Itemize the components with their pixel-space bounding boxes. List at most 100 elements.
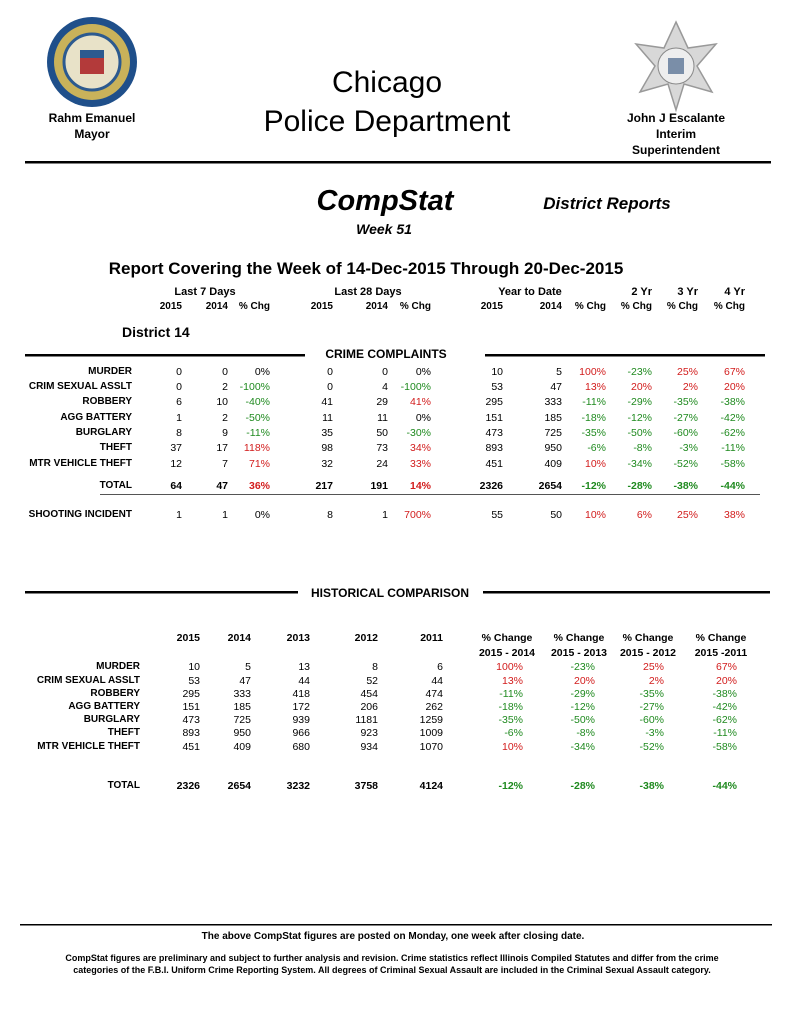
group-header: Year to Date <box>498 285 562 298</box>
cell: 67% <box>723 365 745 378</box>
cell: 6 <box>437 660 443 673</box>
cell: 98 <box>321 441 333 454</box>
sub-header: 2014 <box>365 301 388 312</box>
cell: 191 <box>370 479 388 492</box>
cell: 47 <box>239 674 251 687</box>
cell: -50% <box>627 426 652 439</box>
cell: 20% <box>630 380 652 393</box>
col-header: 2015 - 2012 <box>619 646 677 659</box>
cell: 25% <box>676 508 698 521</box>
cell: 0% <box>254 508 270 521</box>
cell: 33% <box>409 457 431 470</box>
cell: 966 <box>292 726 310 739</box>
sub-header: % Chg <box>574 301 606 312</box>
sub-header: 2014 <box>539 301 562 312</box>
total-rule <box>100 494 760 495</box>
row-label: THEFT <box>99 442 132 453</box>
col-header: % Change <box>481 631 533 644</box>
cell: 29 <box>376 395 388 408</box>
cell: -100% <box>239 380 270 393</box>
cell: -8% <box>633 441 652 454</box>
cell: -44% <box>720 479 745 492</box>
cell: 151 <box>485 411 503 424</box>
sub-header: % Chg <box>666 301 698 312</box>
cell: 0% <box>415 411 431 424</box>
cell: 41 <box>321 395 333 408</box>
cell: 217 <box>315 479 333 492</box>
cell: 2% <box>648 674 664 687</box>
cell: 2654 <box>227 779 251 792</box>
cell: 13% <box>501 674 523 687</box>
cell: 295 <box>485 395 503 408</box>
cell: -11% <box>246 426 270 439</box>
row-label: BURGLARY <box>83 714 140 725</box>
col-header: 2015 - 2013 <box>550 646 608 659</box>
section-title: CRIME COMPLAINTS <box>325 347 447 361</box>
supt-title: Interim <box>655 127 697 141</box>
cell: 950 <box>544 441 562 454</box>
cell: 2 <box>222 411 228 424</box>
cell: 25% <box>676 365 698 378</box>
sub-header: 2014 <box>205 301 228 312</box>
cell: -38% <box>639 779 664 792</box>
cell: 44 <box>298 674 310 687</box>
cell: 10 <box>188 660 200 673</box>
report-title: Report Covering the Week of 14-Dec-2015 … <box>108 258 624 278</box>
col-header: 2012 <box>354 631 378 644</box>
cell: -38% <box>712 687 737 700</box>
row-label: ROBBERY <box>82 396 132 407</box>
row-label: CRIM SEXUAL ASSLT <box>36 675 140 686</box>
cell: -28% <box>570 779 595 792</box>
cell: -62% <box>712 713 737 726</box>
cell: 13% <box>584 380 606 393</box>
footer-note: CompStat figures are preliminary and sub… <box>65 952 719 963</box>
cell: 0 <box>222 365 228 378</box>
cell: -58% <box>712 740 737 753</box>
cell: -11% <box>582 395 606 408</box>
cell: 6% <box>636 508 652 521</box>
cell: 1 <box>176 508 182 521</box>
city-seal <box>47 17 137 107</box>
cell: -50% <box>245 411 270 424</box>
cell: 5 <box>245 660 251 673</box>
cell: -27% <box>673 411 698 424</box>
sub-header: % Chg <box>238 301 270 312</box>
district: District 14 <box>122 324 190 340</box>
cell: 333 <box>544 395 562 408</box>
cell: 451 <box>182 740 200 753</box>
cell: 50 <box>550 508 562 521</box>
cell: -100% <box>400 380 431 393</box>
section-rule <box>25 354 305 357</box>
cell: -60% <box>673 426 698 439</box>
cell: 0 <box>382 365 388 378</box>
row-label: MTR VEHICLE THEFT <box>29 458 132 469</box>
cell: -40% <box>245 395 270 408</box>
cell: 9 <box>222 426 228 439</box>
cell: 151 <box>182 700 200 713</box>
cell: -3% <box>645 726 664 739</box>
col-header: % Change <box>695 631 747 644</box>
cell: 8 <box>176 426 182 439</box>
cell: 934 <box>360 740 378 753</box>
cell: 893 <box>182 726 200 739</box>
cell: 3758 <box>354 779 378 792</box>
cell: -18% <box>498 700 523 713</box>
cell: 0% <box>254 365 270 378</box>
cell: 47 <box>550 380 562 393</box>
cell: 47 <box>216 479 228 492</box>
cell: 725 <box>233 713 251 726</box>
cell: 474 <box>425 687 443 700</box>
cell: 2654 <box>538 479 562 492</box>
cell: 52 <box>366 674 378 687</box>
col-header: 2015 -2011 <box>694 646 748 659</box>
cell: 1 <box>176 411 182 424</box>
sub-header: 2015 <box>480 301 503 312</box>
cell: 37 <box>170 441 182 454</box>
row-label: TOTAL <box>107 780 140 791</box>
cell: 7 <box>222 457 228 470</box>
cell: -3% <box>679 441 698 454</box>
cell: -38% <box>720 395 745 408</box>
cell: -38% <box>673 479 698 492</box>
